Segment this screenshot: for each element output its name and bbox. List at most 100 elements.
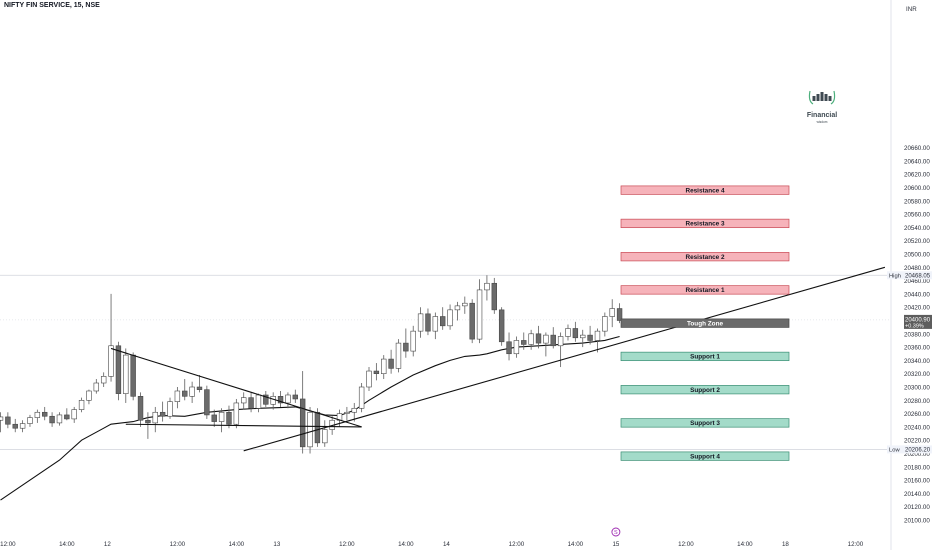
level-label: Resistance 2	[685, 254, 725, 261]
candle-body	[366, 370, 372, 388]
candle-body	[0, 416, 4, 421]
chart-title: NIFTY FIN SERVICE, 15, NSE	[4, 2, 100, 9]
time-axis[interactable]: 12:00 14:00 12 12:00 14:00 13 12:00 14:00 14 12:0…	[0, 527, 864, 548]
candle-body	[314, 411, 321, 444]
y-tick-label: 20100.00	[904, 518, 930, 525]
badge-value-box	[904, 445, 932, 454]
candle-body	[469, 302, 475, 340]
candle-body	[233, 402, 240, 425]
candle-body	[307, 411, 313, 448]
event-marker-label: S	[614, 530, 618, 536]
candle-body	[263, 394, 269, 405]
x-tick-label: 12:00	[339, 541, 355, 548]
laurel-right-icon	[830, 90, 836, 105]
candle-body	[204, 389, 210, 416]
candle-body	[56, 414, 63, 424]
candle-body	[93, 382, 100, 392]
badge-tag	[887, 445, 904, 454]
candle-body	[226, 411, 232, 425]
level-box	[620, 385, 790, 395]
candle-body	[292, 394, 298, 400]
candle-body	[521, 340, 527, 345]
trendlines[interactable]	[110, 266, 886, 452]
level-label: Tough Zone	[687, 320, 724, 327]
badge-value-box	[904, 271, 932, 280]
x-tick-label: 14:00	[229, 541, 245, 548]
candle-body	[218, 411, 225, 422]
candle-body	[241, 397, 247, 404]
candle-body	[344, 411, 350, 414]
x-tick-label: 14:00	[398, 541, 414, 548]
candle-body	[255, 394, 262, 409]
y-tick-label: 20480.00	[904, 265, 930, 272]
y-tick-label: 20140.00	[904, 491, 930, 498]
candle-body	[550, 334, 556, 347]
y-tick-label: 20600.00	[904, 185, 930, 192]
candle-body	[513, 340, 520, 355]
y-tick-label: 20180.00	[904, 464, 930, 471]
candle-body	[432, 316, 439, 332]
candle-body	[454, 305, 461, 311]
currency-label: INR	[906, 6, 917, 13]
y-tick-label: 20560.00	[904, 212, 930, 219]
logo-subtext: wisdom	[817, 120, 828, 124]
price-levels: Resistance 4 Resistance 3 Resistance 2 Resi…	[620, 185, 790, 461]
level-box	[620, 318, 790, 328]
logo-bar-icon	[828, 96, 832, 101]
y-tick-label: 20160.00	[904, 478, 930, 485]
x-tick-label: 14:00	[737, 541, 753, 548]
candle-body	[417, 313, 424, 332]
level-box	[620, 218, 790, 229]
candle-body	[358, 386, 365, 409]
x-tick-label: 12:00	[848, 541, 864, 548]
candles	[0, 275, 623, 454]
candle-body	[189, 386, 195, 397]
badge-tag-label: High	[889, 273, 901, 279]
candle-body	[12, 423, 18, 429]
y-tick-label: 20660.00	[904, 145, 930, 152]
y-tick-label: 20500.00	[904, 252, 930, 259]
candle-body	[108, 345, 114, 377]
x-tick-label: 13	[273, 541, 280, 548]
y-tick-label: 20240.00	[904, 424, 930, 431]
y-tick-label: 20200.00	[904, 451, 930, 458]
candle-body	[425, 313, 431, 332]
candle-body	[506, 341, 512, 355]
event-marker-icon	[611, 527, 621, 537]
level-box	[620, 252, 790, 262]
y-tick-label: 20220.00	[904, 438, 930, 445]
y-tick-label: 20640.00	[904, 158, 930, 165]
candle-body	[484, 282, 490, 291]
candle-body	[27, 417, 33, 424]
candle-body	[609, 308, 615, 317]
candle-body	[322, 429, 328, 444]
level-box	[620, 185, 790, 195]
candle-body	[145, 419, 151, 424]
candle-body	[248, 397, 254, 409]
candle-body	[381, 358, 387, 375]
candle-body	[439, 316, 446, 327]
x-tick-label: 12:00	[509, 541, 525, 548]
candle-body	[602, 316, 608, 332]
y-tick-label: 20320.00	[904, 371, 930, 378]
candle-body	[476, 289, 483, 340]
level-box	[620, 285, 790, 295]
x-tick-label: 12:00	[170, 541, 186, 548]
badge-tag-label: Low	[889, 448, 900, 454]
candle-body	[49, 415, 55, 424]
candle-body	[462, 302, 468, 307]
candle-body	[447, 309, 453, 327]
candle-body	[403, 342, 409, 352]
candle-body	[299, 398, 306, 448]
logo-bar-icon	[824, 94, 828, 101]
logo-bar-icon	[812, 96, 816, 101]
y-tick-label: 20540.00	[904, 225, 930, 232]
candle-body	[373, 370, 380, 375]
last-price-change: +0.39%	[905, 323, 924, 329]
candle-body	[565, 328, 571, 337]
x-tick-label: 12	[104, 541, 111, 548]
y-tick-label: 20620.00	[904, 172, 930, 179]
candle-body	[174, 390, 181, 402]
